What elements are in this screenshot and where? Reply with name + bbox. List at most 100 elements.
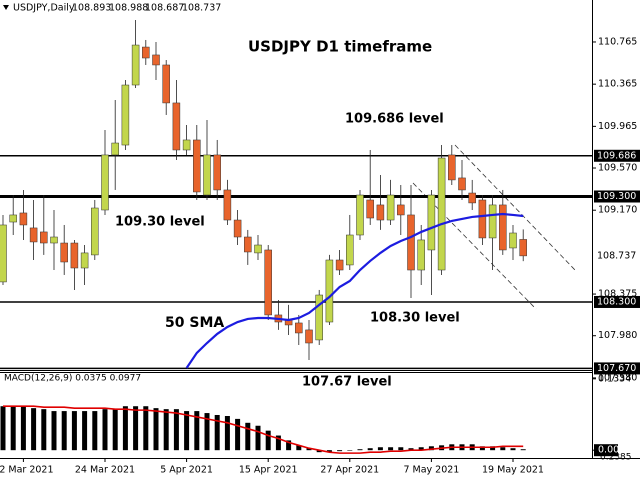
level-axis-label: 109.300 [597, 191, 636, 202]
macd-bar [255, 425, 261, 451]
symbol: USDJPY,Daily [13, 3, 75, 14]
macd-bar [520, 449, 526, 451]
macd-bar [0, 406, 6, 451]
signal-line [3, 405, 524, 454]
x-tick-label: 7 May 2021 [403, 465, 459, 476]
symbol-icon [3, 5, 9, 10]
price-box [594, 249, 640, 262]
candle-body [519, 239, 527, 257]
x-tick-label: 19 May 2021 [482, 465, 544, 476]
macd-bar [133, 406, 139, 451]
candle-body [80, 252, 89, 269]
level-axis-box [594, 149, 640, 162]
macd-title: MACD(12,26,9) 0.0375 0.0977 [4, 374, 141, 384]
macd-bar [265, 430, 271, 451]
candle-body [499, 204, 507, 251]
macd-bar [71, 411, 77, 451]
candle-body [437, 157, 446, 271]
chart-title: USDJPY D1 timeframe [248, 38, 432, 56]
candle-body [193, 139, 201, 193]
candle-body [19, 212, 28, 226]
macd-bar [306, 448, 312, 451]
y-tick-label: 108.375 [598, 289, 637, 300]
y-tick-label: 109.570 [598, 163, 637, 174]
candle-body [70, 242, 79, 269]
candle-body [305, 329, 313, 344]
header-high: 108.988 [109, 3, 148, 14]
candle-body [40, 231, 48, 244]
header-low: 108.687 [145, 3, 184, 14]
sma-line [185, 212, 524, 369]
macd-bar [490, 446, 496, 451]
candle-body [111, 142, 119, 156]
y-tick-box [594, 444, 618, 457]
macd-bar [357, 449, 363, 451]
candle-body [131, 44, 140, 86]
candle-body [325, 259, 334, 323]
macd-bar [122, 406, 128, 451]
header-close: 108.737 [182, 3, 221, 14]
macd-bar [479, 446, 485, 451]
macd-bar [500, 447, 506, 451]
candle-body [0, 224, 7, 283]
macd-bar [143, 406, 149, 451]
x-tick-label: 5 Apr 2021 [160, 465, 213, 476]
candle-body [407, 214, 415, 271]
y-tick-label: 110.765 [598, 36, 637, 47]
macd-bar [326, 450, 332, 453]
macd-bar [510, 448, 516, 451]
y-tick-label: 0.1334 [598, 373, 631, 384]
candle-body [397, 204, 405, 216]
x-tick-label: 27 Apr 2021 [320, 465, 379, 476]
macd-bar [245, 422, 251, 451]
candle-body [172, 102, 181, 151]
candle-body [213, 154, 221, 191]
macd-bar [173, 409, 179, 451]
macd-bar [184, 411, 190, 451]
candle-body [458, 177, 466, 191]
macd-bar [10, 406, 16, 451]
header-open: 108.893 [72, 3, 111, 14]
macd-bar [428, 446, 434, 451]
macd-bar [337, 450, 343, 452]
current-price: 108.737 [597, 250, 636, 261]
macd-bar [112, 409, 118, 451]
macd-bar [82, 411, 88, 451]
candle-body [101, 154, 109, 211]
candle-body [203, 154, 211, 196]
candle-body [223, 189, 232, 221]
macd-bar [92, 411, 98, 451]
level-annotation: 109.30 level [115, 215, 205, 230]
level-axis-box [594, 295, 640, 308]
candle-body [182, 139, 191, 151]
candle-body [509, 232, 517, 249]
y-tick-label: 107.580 [598, 372, 637, 383]
macd-bar [214, 414, 220, 451]
macd-bar [51, 411, 57, 451]
macd-bar [418, 447, 424, 451]
level-axis-label: 107.670 [597, 363, 636, 374]
macd-bar [347, 450, 353, 451]
candle-body [376, 204, 385, 221]
macd-bottom-label: 0.2385 [600, 453, 632, 463]
macd-bar [31, 408, 37, 451]
candle-body [244, 236, 252, 253]
macd-bar [153, 408, 159, 451]
candle-body [427, 194, 436, 251]
candle-body [152, 54, 160, 66]
candle-body [478, 199, 487, 239]
macd-bar [224, 416, 230, 451]
level-axis-box [594, 190, 640, 203]
macd-bar [102, 409, 108, 451]
candle-body [29, 227, 38, 243]
x-tick-label: 12 Mar 2021 [0, 465, 54, 476]
level-annotation: 109.686 level [345, 112, 444, 127]
y-tick-label: 110.365 [598, 79, 637, 90]
x-tick-label: 15 Apr 2021 [239, 465, 298, 476]
candle-body [9, 214, 17, 223]
candle-body [468, 192, 476, 204]
level-annotation: 107.67 level [302, 375, 392, 390]
macd-bar [20, 406, 26, 451]
